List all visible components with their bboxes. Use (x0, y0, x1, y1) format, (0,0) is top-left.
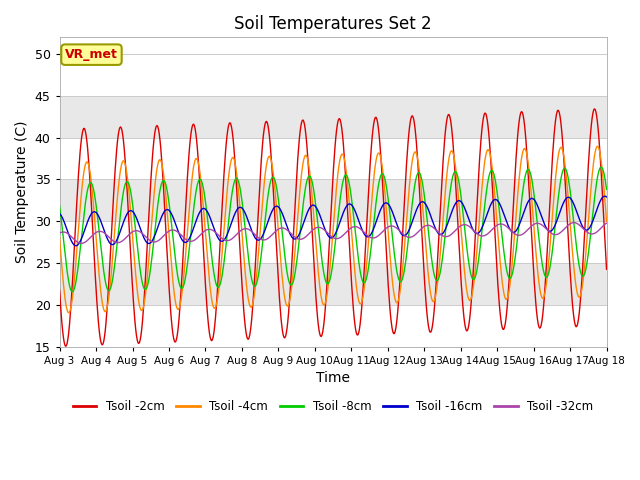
Tsoil -32cm (401, 232, 408, 238)
Line: Tsoil -32cm: Tsoil -32cm (60, 223, 607, 243)
Tsoil -8cm (207, 248, 215, 253)
Tsoil -8cm (603, 186, 611, 192)
Tsoil -32cm (178, 233, 186, 239)
Tsoil -2cm (401, 201, 408, 207)
Y-axis label: Soil Temperature (C): Soil Temperature (C) (15, 120, 29, 263)
Tsoil -4cm (67, 307, 74, 313)
Tsoil -32cm (417, 227, 424, 233)
Tsoil -32cm (123, 234, 131, 240)
Tsoil -2cm (62, 343, 70, 349)
Bar (60, 96, 607, 138)
Tsoil -4cm (401, 247, 408, 253)
Bar (60, 305, 607, 347)
Line: Tsoil -8cm: Tsoil -8cm (60, 167, 607, 292)
Bar (60, 37, 607, 54)
Tsoil -4cm (65, 310, 72, 316)
Tsoil -16cm (601, 193, 609, 199)
Tsoil -16cm (56, 211, 63, 216)
Bar (60, 54, 607, 96)
Text: VR_met: VR_met (65, 48, 118, 61)
Line: Tsoil -4cm: Tsoil -4cm (60, 146, 607, 313)
Title: Soil Temperatures Set 2: Soil Temperatures Set 2 (234, 15, 432, 33)
Bar (60, 180, 607, 221)
Tsoil -16cm (178, 237, 186, 243)
Tsoil -8cm (597, 164, 605, 170)
Tsoil -4cm (178, 289, 186, 295)
Tsoil -32cm (78, 240, 86, 246)
Tsoil -2cm (56, 288, 63, 293)
Tsoil -2cm (178, 271, 186, 277)
Tsoil -8cm (123, 179, 131, 185)
Tsoil -4cm (603, 218, 611, 224)
Tsoil -32cm (570, 220, 578, 226)
Tsoil -2cm (603, 266, 611, 272)
Tsoil -8cm (66, 283, 74, 288)
Tsoil -16cm (401, 233, 408, 239)
Tsoil -8cm (68, 289, 76, 295)
Tsoil -4cm (417, 176, 424, 181)
Tsoil -16cm (72, 243, 79, 249)
Tsoil -4cm (207, 292, 215, 298)
Tsoil -8cm (401, 268, 408, 274)
Tsoil -8cm (56, 203, 63, 209)
Tsoil -4cm (56, 235, 63, 241)
Tsoil -16cm (66, 234, 74, 240)
Tsoil -16cm (123, 212, 131, 218)
Tsoil -32cm (56, 230, 63, 236)
Tsoil -2cm (417, 200, 424, 206)
Tsoil -16cm (603, 194, 611, 200)
Tsoil -2cm (67, 313, 74, 319)
Tsoil -16cm (207, 217, 215, 223)
Tsoil -8cm (178, 286, 186, 291)
Tsoil -8cm (417, 171, 424, 177)
Bar (60, 221, 607, 263)
Line: Tsoil -2cm: Tsoil -2cm (60, 109, 607, 346)
X-axis label: Time: Time (316, 371, 350, 385)
Bar (60, 138, 607, 180)
Bar (60, 263, 607, 305)
Tsoil -2cm (207, 337, 215, 343)
Line: Tsoil -16cm: Tsoil -16cm (60, 196, 607, 246)
Tsoil -4cm (593, 144, 601, 149)
Tsoil -32cm (603, 220, 611, 226)
Tsoil -32cm (207, 227, 215, 232)
Tsoil -32cm (66, 232, 74, 238)
Tsoil -2cm (123, 178, 131, 183)
Tsoil -16cm (417, 200, 424, 206)
Legend: Tsoil -2cm, Tsoil -4cm, Tsoil -8cm, Tsoil -16cm, Tsoil -32cm: Tsoil -2cm, Tsoil -4cm, Tsoil -8cm, Tsoi… (68, 396, 598, 418)
Tsoil -2cm (591, 106, 598, 112)
Tsoil -4cm (123, 168, 131, 174)
